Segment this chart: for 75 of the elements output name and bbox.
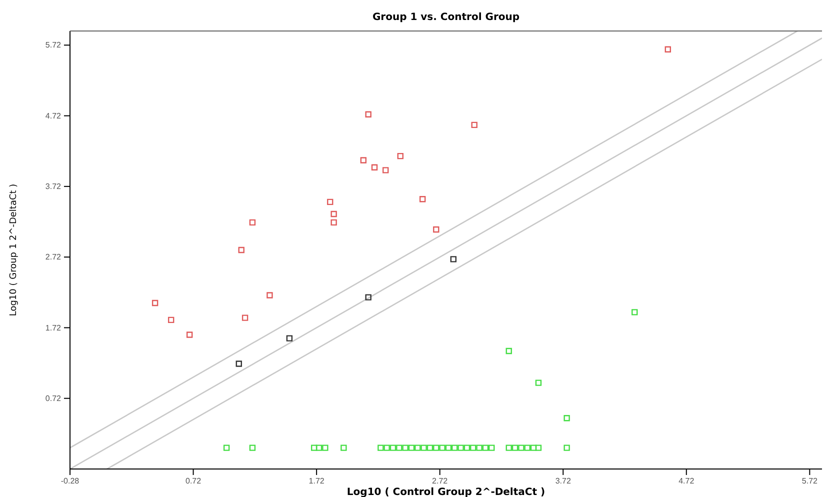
point xyxy=(396,444,402,451)
point xyxy=(330,219,337,226)
point xyxy=(664,46,671,52)
point xyxy=(482,444,489,451)
point xyxy=(168,316,174,324)
y-tick-label: 3.72 xyxy=(45,182,62,191)
point xyxy=(632,309,638,316)
x-axis-title: Log10 ( Control Group 2^-DeltaCt ) xyxy=(346,487,546,497)
point xyxy=(286,335,293,342)
y-tick-label: 5.72 xyxy=(45,40,62,50)
point xyxy=(450,256,456,262)
point xyxy=(238,246,244,254)
x-tick-label: 0.72 xyxy=(185,476,202,486)
point xyxy=(564,415,570,422)
point xyxy=(506,348,512,354)
point xyxy=(382,167,389,174)
x-tick-label: 4.72 xyxy=(678,476,695,486)
x-tick-label: 1.72 xyxy=(308,476,325,486)
point xyxy=(426,444,434,451)
point xyxy=(397,152,404,160)
point xyxy=(384,444,390,451)
point xyxy=(530,444,537,451)
point xyxy=(439,444,446,451)
point xyxy=(322,444,328,451)
point xyxy=(535,444,542,451)
point xyxy=(564,444,570,451)
point xyxy=(365,294,372,300)
point xyxy=(152,300,158,306)
point xyxy=(242,314,248,321)
point xyxy=(512,444,518,451)
point xyxy=(390,444,396,451)
point xyxy=(419,196,426,202)
point xyxy=(452,444,458,451)
x-tick-label: 2.72 xyxy=(432,476,448,486)
point xyxy=(378,444,384,451)
point xyxy=(433,444,440,451)
y-tick-label: 4.72 xyxy=(45,111,62,120)
point xyxy=(433,226,440,233)
point xyxy=(186,332,193,338)
point xyxy=(223,444,230,451)
point xyxy=(506,444,512,451)
point xyxy=(464,444,470,451)
y-tick-label: 2.72 xyxy=(45,252,62,262)
point xyxy=(488,444,495,451)
y-tick-label: 0.72 xyxy=(45,394,62,403)
point xyxy=(402,444,408,451)
chart-title: Group 1 vs. Control Group xyxy=(372,12,520,23)
point xyxy=(414,444,421,451)
point xyxy=(266,292,273,298)
point xyxy=(371,164,378,170)
point xyxy=(340,444,347,451)
point xyxy=(445,444,452,451)
point xyxy=(310,444,318,451)
x-tick-label: 5.72 xyxy=(802,476,818,486)
x-tick-label: -0.28 xyxy=(60,476,80,486)
point xyxy=(524,444,530,451)
point xyxy=(236,360,242,367)
point xyxy=(365,111,372,118)
point xyxy=(420,444,427,451)
point xyxy=(535,380,542,386)
point xyxy=(249,219,256,226)
x-tick-label: 3.72 xyxy=(555,476,572,486)
point xyxy=(458,444,464,451)
point xyxy=(470,444,476,451)
point xyxy=(316,444,322,451)
point xyxy=(360,157,367,164)
point xyxy=(518,444,524,451)
point xyxy=(327,198,334,206)
point xyxy=(476,444,482,451)
y-tick-label: 1.72 xyxy=(45,323,62,332)
y-axis-title: Log10 ( Group 1 2^-DeltaCt ) xyxy=(9,184,19,316)
point xyxy=(249,444,256,451)
point xyxy=(330,210,337,218)
point xyxy=(408,444,415,451)
point xyxy=(471,122,478,128)
